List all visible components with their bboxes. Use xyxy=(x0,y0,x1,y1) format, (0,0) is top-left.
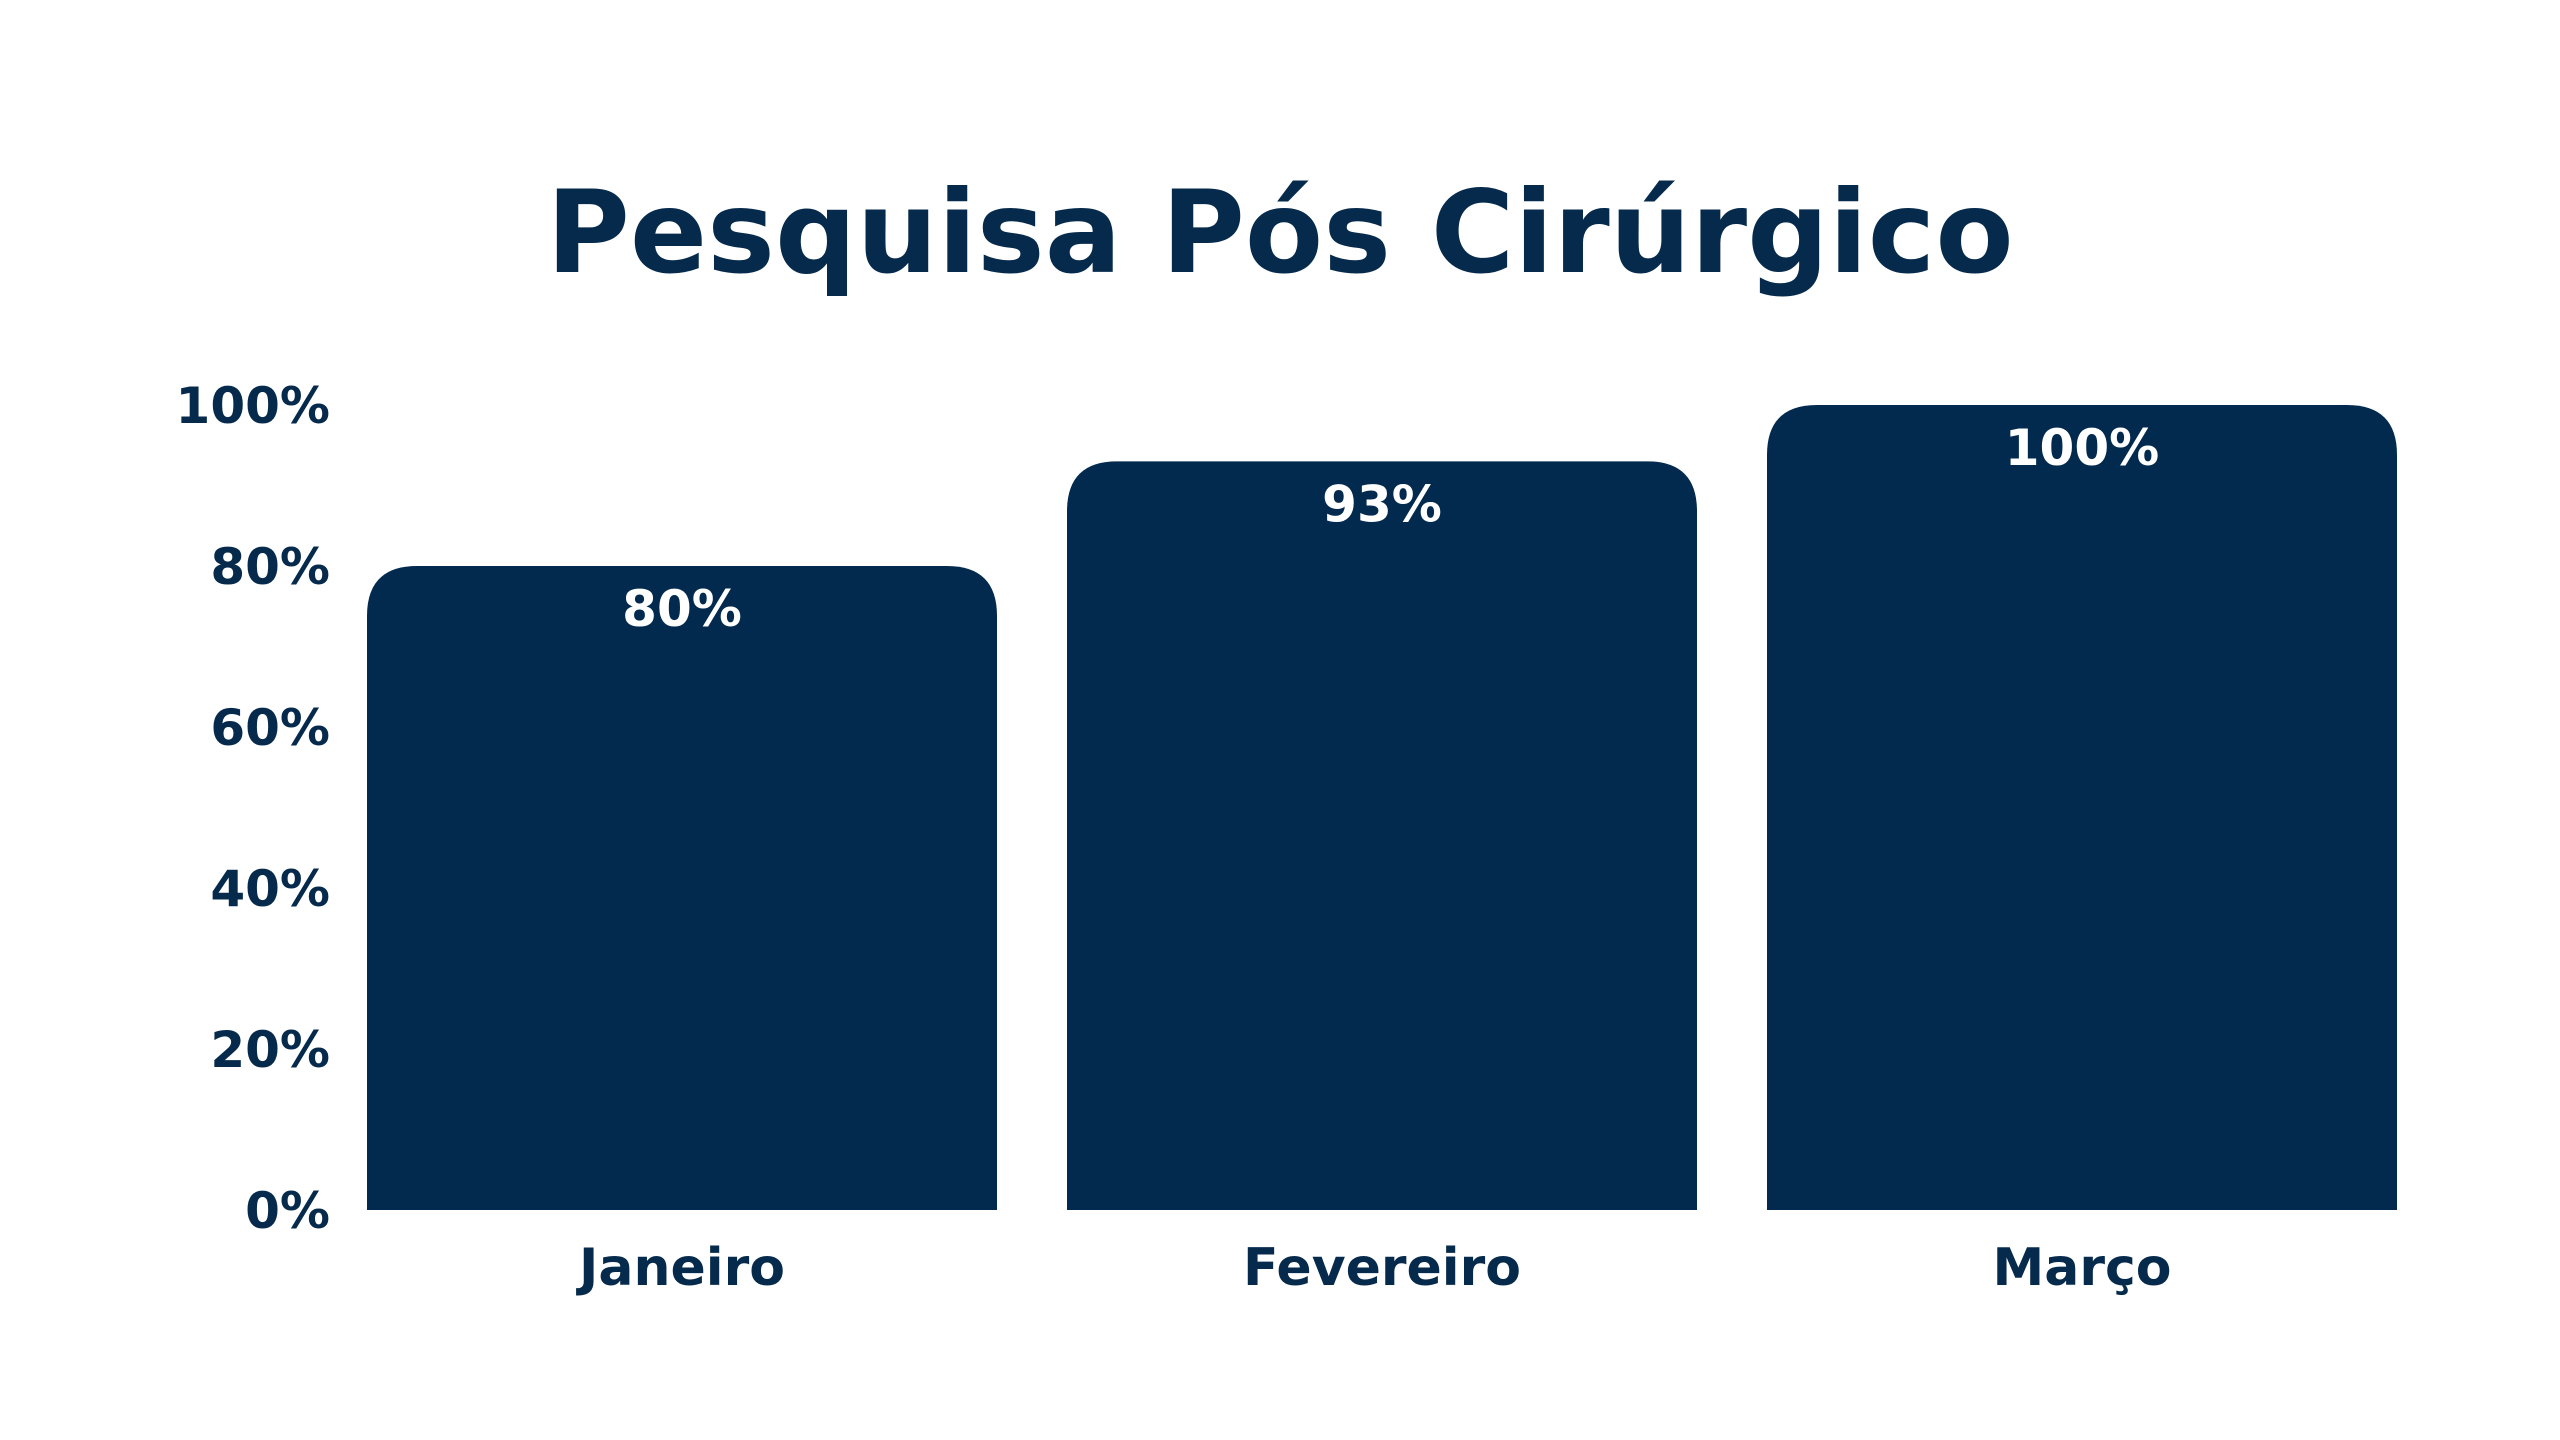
chart-title: Pesquisa Pós Cirúrgico xyxy=(546,166,2013,299)
bar xyxy=(1067,461,1697,1211)
bar-data-label: 80% xyxy=(622,580,742,638)
y-tick-label: 20% xyxy=(210,1021,330,1079)
y-axis-tick-labels: 0% 20% 40% 60% 80% 100% xyxy=(176,377,330,1240)
bar-data-label: 100% xyxy=(2005,419,2159,477)
y-tick-label: 60% xyxy=(210,699,330,757)
x-tick-label: Janeiro xyxy=(576,1238,785,1298)
bar-data-label: 93% xyxy=(1322,475,1442,533)
y-tick-label: 40% xyxy=(210,860,330,918)
bar xyxy=(1767,405,2397,1210)
bar-data-labels: 80% 93% 100% xyxy=(622,419,2159,638)
x-tick-label: Fevereiro xyxy=(1243,1238,1521,1298)
x-axis-tick-labels: Janeiro Fevereiro Março xyxy=(576,1238,2171,1298)
bars xyxy=(367,405,2397,1211)
bar xyxy=(367,566,997,1210)
x-tick-label: Março xyxy=(1992,1238,2171,1298)
y-tick-label: 0% xyxy=(245,1182,330,1240)
y-tick-label: 100% xyxy=(176,377,330,435)
y-tick-label: 80% xyxy=(210,538,330,596)
